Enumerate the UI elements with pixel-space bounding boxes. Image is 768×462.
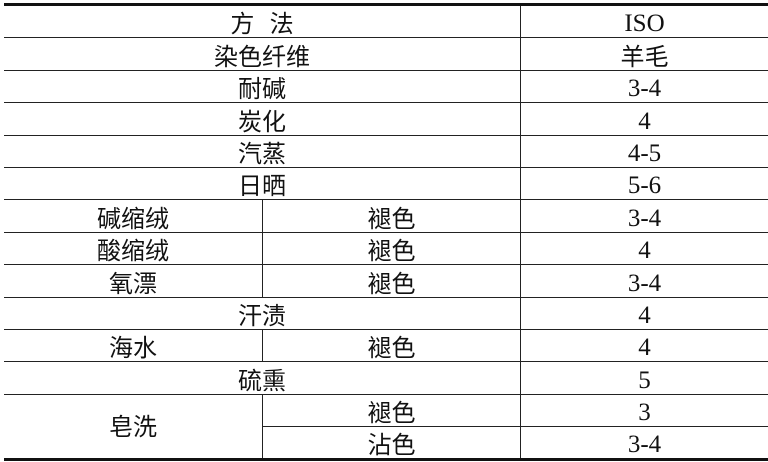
table-row: 汗渍 4 (4, 296, 768, 330)
row-value: 4 (520, 296, 768, 330)
table-row: 汽蒸 4-5 (4, 134, 768, 168)
row-value: 4-5 (520, 134, 768, 168)
header-method: 方 法 (4, 3, 521, 39)
row-label: 碱缩绒 (4, 199, 263, 233)
table-row: 酸缩绒 褪色 4 (4, 231, 768, 266)
table-row: 硫熏 5 (4, 361, 768, 395)
row-label: 皂洗 (4, 393, 263, 461)
row-value: 4 (520, 328, 768, 363)
header-standard: ISO (520, 3, 768, 39)
row-sub: 褪色 (262, 231, 521, 266)
table-row: 染色纤维 羊毛 (4, 37, 768, 71)
row-value: 5 (520, 361, 768, 395)
row-label: 海水 (4, 328, 263, 363)
row-value: 羊毛 (520, 37, 768, 71)
table-row: 炭化 4 (4, 102, 768, 136)
row-value: 5-6 (520, 166, 768, 201)
row-label: 汽蒸 (4, 134, 521, 168)
row-value: 3 (520, 393, 768, 428)
row-value: 4 (520, 231, 768, 266)
fastness-table: 方 法 ISO 染色纤维 羊毛 耐碱 3-4 炭化 4 汽蒸 4-5 日晒 5-… (4, 3, 768, 462)
row-sub: 褪色 (262, 393, 521, 428)
table-row: 日晒 5-6 (4, 166, 768, 201)
row-label: 耐碱 (4, 69, 521, 104)
row-value: 3-4 (520, 199, 768, 233)
row-label: 氧漂 (4, 264, 263, 298)
table-row: 耐碱 3-4 (4, 69, 768, 104)
table-header-row: 方 法 ISO (4, 3, 768, 39)
row-sub: 褪色 (262, 199, 521, 233)
row-sub: 褪色 (262, 264, 521, 298)
row-label: 汗渍 (4, 296, 521, 330)
row-sub: 褪色 (262, 328, 521, 363)
row-value: 3-4 (520, 264, 768, 298)
table-row: 氧漂 褪色 3-4 (4, 264, 768, 298)
row-label: 染色纤维 (4, 37, 521, 71)
row-value: 3-4 (520, 69, 768, 104)
row-value: 4 (520, 102, 768, 136)
row-value: 3-4 (520, 426, 768, 461)
table-row: 沾色 3-4 (4, 426, 768, 461)
row-sub: 沾色 (262, 426, 521, 461)
row-label: 日晒 (4, 166, 521, 201)
row-label: 硫熏 (4, 361, 521, 395)
table-row: 皂洗 褪色 3 (4, 393, 768, 461)
table-row: 海水 褪色 4 (4, 328, 768, 363)
row-label: 炭化 (4, 102, 521, 136)
table-row: 碱缩绒 褪色 3-4 (4, 199, 768, 233)
row-label: 酸缩绒 (4, 231, 263, 266)
